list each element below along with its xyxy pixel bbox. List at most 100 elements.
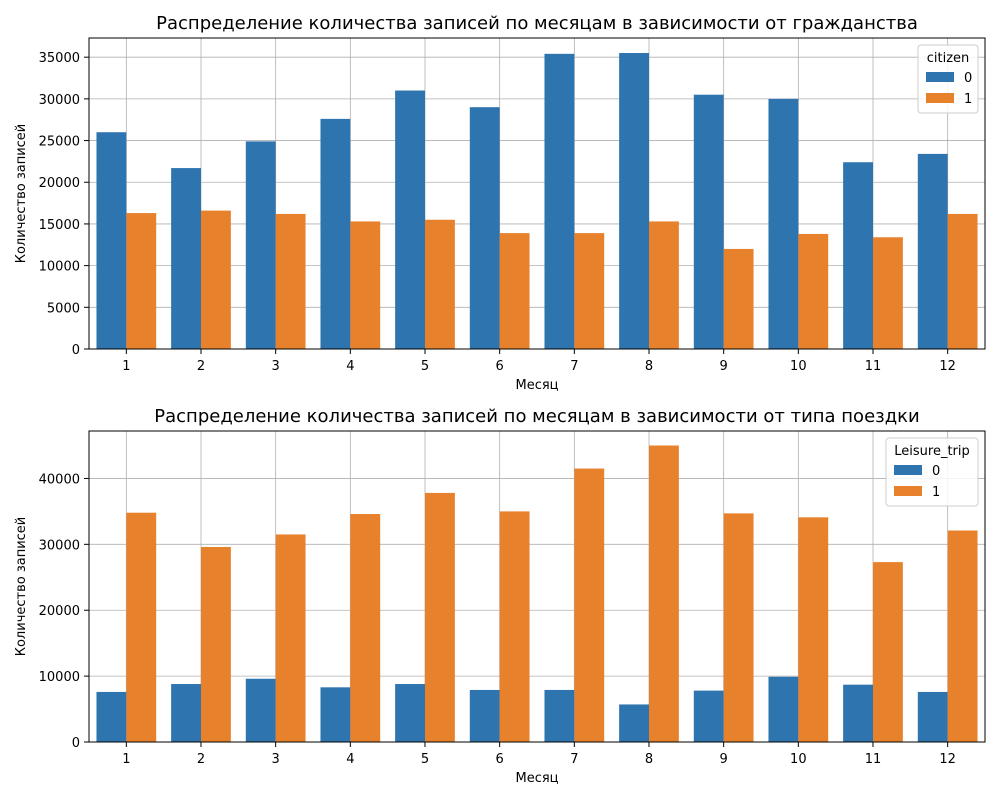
bar-series-0-month-4 xyxy=(320,687,351,742)
bar-series-1-month-11 xyxy=(873,562,903,742)
bar-series-1-month-4 xyxy=(350,514,381,742)
bar-series-1-month-3 xyxy=(275,213,306,349)
x-tick-label: 6 xyxy=(496,359,504,374)
x-tick-label: 2 xyxy=(197,359,205,374)
x-tick-label: 7 xyxy=(570,359,578,374)
bar-series-1-month-11 xyxy=(873,237,903,349)
legend-label: 0 xyxy=(932,464,940,479)
bar-series-0-month-6 xyxy=(469,107,500,349)
bar-series-0-month-7 xyxy=(544,53,575,349)
x-tick-label: 9 xyxy=(720,752,728,767)
x-tick-label: 8 xyxy=(645,359,653,374)
bar-series-0-month-8 xyxy=(619,704,649,742)
y-tick-label: 25000 xyxy=(39,135,80,150)
x-tick-label: 7 xyxy=(570,752,578,767)
bar-series-0-month-3 xyxy=(245,141,276,349)
x-tick-label: 5 xyxy=(421,752,429,767)
bar-series-1-month-10 xyxy=(798,233,829,349)
x-axis-label: Месяц xyxy=(515,378,558,393)
bar-series-1-month-3 xyxy=(275,534,306,742)
y-tick-label: 20000 xyxy=(39,604,80,619)
x-tick-label: 1 xyxy=(122,359,130,374)
bar-series-1-month-7 xyxy=(574,233,605,349)
y-tick-label: 30000 xyxy=(39,93,80,108)
x-tick-label: 12 xyxy=(939,752,956,767)
x-tick-label: 4 xyxy=(346,359,354,374)
x-tick-label: 10 xyxy=(790,359,807,374)
legend-swatch xyxy=(894,486,922,496)
bar-series-1-month-12 xyxy=(947,213,978,349)
bar-series-0-month-11 xyxy=(843,684,873,742)
x-tick-label: 6 xyxy=(496,752,504,767)
y-axis-label: Количество записей xyxy=(14,124,29,264)
bar-series-1-month-12 xyxy=(947,530,978,742)
bar-series-0-month-11 xyxy=(843,162,873,349)
x-tick-label: 8 xyxy=(645,752,653,767)
x-tick-label: 1 xyxy=(122,752,130,767)
bar-series-1-month-6 xyxy=(499,511,530,742)
bar-series-1-month-1 xyxy=(126,512,157,742)
bar-series-1-month-2 xyxy=(201,210,231,349)
bar-series-0-month-7 xyxy=(544,689,575,742)
y-tick-label: 0 xyxy=(72,343,80,358)
y-tick-label: 0 xyxy=(72,736,80,751)
legend-swatch xyxy=(926,72,954,82)
bar-series-0-month-6 xyxy=(469,689,500,742)
legend-title: citizen xyxy=(927,51,970,66)
x-tick-label: 3 xyxy=(272,752,280,767)
y-tick-label: 5000 xyxy=(47,301,80,316)
x-tick-label: 11 xyxy=(865,359,882,374)
chart-citizen: 1 2 3 4 5 6 7 8 9 10 11 120500010000150002000025000… xyxy=(14,13,986,393)
bar-series-0-month-10 xyxy=(768,98,799,349)
legend: Leisure_trip 0 1 xyxy=(885,437,979,507)
bar-series-0-month-1 xyxy=(96,132,127,349)
y-axis-label: Количество записей xyxy=(14,517,29,657)
bar-series-1-month-9 xyxy=(723,248,754,349)
x-tick-label: 9 xyxy=(720,359,728,374)
axes-frame xyxy=(88,37,986,350)
bar-series-1-month-10 xyxy=(798,517,829,742)
legend-label: 1 xyxy=(964,92,972,107)
bars xyxy=(96,53,978,350)
chart-title: Распределение количества записей по меся… xyxy=(156,13,918,34)
legend-title: Leisure_trip xyxy=(894,444,970,459)
bar-series-1-month-4 xyxy=(350,221,381,349)
bar-series-0-month-2 xyxy=(171,684,201,742)
y-tick-label: 35000 xyxy=(39,51,80,66)
bar-series-1-month-9 xyxy=(723,513,754,742)
legend-label: 1 xyxy=(932,485,940,500)
bar-series-1-month-5 xyxy=(425,219,455,349)
x-tick-label: 12 xyxy=(939,359,956,374)
x-axis-label: Месяц xyxy=(515,771,558,786)
bar-series-1-month-7 xyxy=(574,468,605,742)
bar-series-1-month-2 xyxy=(201,546,231,742)
bar-series-0-month-5 xyxy=(395,684,425,742)
legend: citizen 0 1 xyxy=(917,44,979,114)
bar-series-0-month-2 xyxy=(171,168,201,349)
y-tick-label: 20000 xyxy=(39,176,80,191)
axes-frame xyxy=(88,430,986,743)
bar-series-1-month-6 xyxy=(499,233,530,349)
y-tick-label: 30000 xyxy=(39,538,80,553)
x-tick-label: 2 xyxy=(197,752,205,767)
y-tick-label: 15000 xyxy=(39,218,80,233)
y-tick-label: 10000 xyxy=(39,670,80,685)
legend-label: 0 xyxy=(964,71,972,86)
legend-swatch xyxy=(894,465,922,475)
y-tick-label: 10000 xyxy=(39,260,80,275)
legend-swatch xyxy=(926,93,954,103)
y-tick-label: 40000 xyxy=(39,472,80,487)
bar-series-0-month-8 xyxy=(619,53,649,349)
bar-series-1-month-5 xyxy=(425,492,455,742)
chart-leisure-trip: 1 2 3 4 5 6 7 8 9 10 11 12010000200003000040000Расп… xyxy=(14,406,986,786)
bar-series-0-month-1 xyxy=(96,691,127,742)
bar-series-0-month-3 xyxy=(245,678,276,742)
bar-series-0-month-9 xyxy=(693,690,724,742)
x-tick-label: 11 xyxy=(865,752,882,767)
bar-series-0-month-9 xyxy=(693,94,724,349)
chart-title: Распределение количества записей по меся… xyxy=(154,406,919,427)
bars xyxy=(96,445,978,742)
bar-series-1-month-1 xyxy=(126,213,157,349)
bar-series-0-month-12 xyxy=(917,691,948,742)
